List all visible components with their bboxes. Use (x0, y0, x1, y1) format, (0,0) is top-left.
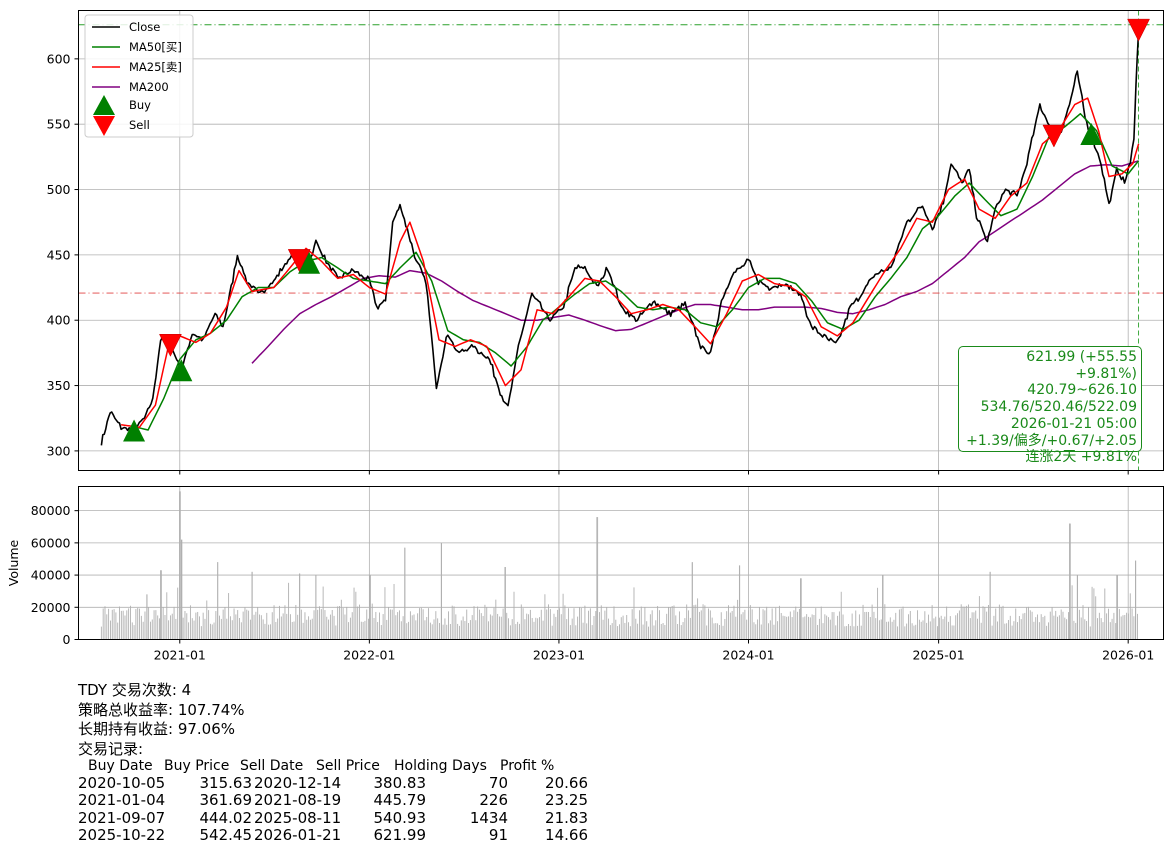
info-line-1: 621.99 (+55.55 +9.81%) (1026, 349, 1137, 382)
trade-cell: 361.69 (199, 791, 253, 810)
trade-cell: 2026-01-21 (254, 825, 342, 844)
volume-ylabel: Volume (6, 539, 21, 586)
price-volume-chart: 300 350 400 450 500 550 600 Close MA50[买] MA25… (6, 10, 1164, 663)
trade-cell: 542.45 (199, 825, 253, 844)
x-axis: 2021-01 2022-01 2023-01 2024-01 2025-01 2026-… (154, 639, 1154, 663)
trade-cell: 91 (488, 825, 508, 844)
trade-count: TDY 交易次数: 4 (78, 681, 192, 699)
y-tick-label: 60000 (31, 535, 71, 550)
y-tick-label: 0 (63, 632, 71, 647)
trade-cell: 21.83 (545, 808, 588, 827)
sell-marker (159, 334, 182, 357)
x-tick-label: 2026-01 (1102, 648, 1154, 663)
strategy-return: 策略总收益率: 107.74% (78, 700, 245, 719)
y-tick-label: 80000 (31, 503, 71, 518)
sell-marker (1127, 18, 1150, 42)
trade-cell: 23.25 (545, 791, 588, 810)
buy-marker (298, 251, 321, 274)
buy-marker (123, 419, 146, 442)
trade-cell: 14.66 (545, 825, 588, 844)
price-x-ticks (179, 470, 1129, 475)
info-line-5: +1.39/偏多/+0.67/+2.05 (966, 432, 1137, 449)
y-tick-label: 20000 (31, 600, 71, 615)
col-buy-price: Buy Price (164, 758, 230, 774)
buy-marker (1080, 123, 1103, 146)
price-info-box: 621.99 (+55.55 +9.81%) 420.79~626.10 534… (958, 346, 1142, 465)
trade-markers (123, 18, 1150, 442)
volume-y-axis: 0 20000 40000 60000 80000 (31, 503, 79, 647)
legend-close: Close (129, 20, 160, 34)
trade-cell: 2021-09-07 (78, 808, 166, 827)
trade-cell: 2021-01-04 (78, 791, 166, 810)
legend-sell: Sell (129, 118, 150, 132)
trade-cell: 2025-08-11 (254, 808, 342, 827)
col-holding-days: Holding Days (394, 758, 487, 774)
x-tick-label: 2025-01 (912, 648, 964, 663)
trade-cell: 70 (488, 774, 508, 793)
series-line-ma200 (251, 160, 1139, 364)
volume-bars (100, 491, 1138, 640)
trade-cell: 2020-10-05 (78, 774, 166, 793)
y-tick-label: 300 (47, 443, 71, 458)
legend: Close MA50[买] MA25[卖] MA200 Buy Sell (84, 14, 194, 138)
info-line-6: 连涨2天 +9.81% (1025, 449, 1137, 466)
legend-sell-marker (93, 116, 115, 136)
trade-cell: 20.66 (545, 774, 588, 793)
col-sell-date: Sell Date (240, 758, 304, 774)
price-y-axis: 300 350 400 450 500 550 600 (47, 51, 79, 458)
trade-cell: 444.02 (199, 808, 253, 827)
y-tick-label: 450 (47, 247, 71, 262)
series-line-ma25 (120, 97, 1140, 429)
legend-buy: Buy (129, 98, 151, 112)
sell-marker (1042, 124, 1066, 148)
x-tick-label: 2021-01 (154, 648, 206, 663)
trade-cell: 2020-12-14 (254, 774, 342, 793)
buy-hold-return: 长期持有收益: 97.06% (78, 720, 236, 738)
x-tick-label: 2022-01 (343, 648, 395, 663)
info-line-3: 534.76/520.46/522.09 (980, 399, 1137, 416)
legend-ma200: MA200 (129, 80, 169, 94)
legend-buy-marker (93, 95, 115, 115)
y-tick-label: 350 (47, 378, 71, 393)
info-line-2: 420.79~626.10 (1027, 382, 1137, 399)
col-buy-date: Buy Date (88, 758, 153, 774)
trade-cell: 315.63 (199, 774, 253, 793)
price-series (100, 30, 1140, 446)
series-line-close (100, 30, 1140, 446)
legend-ma50: MA50[买] (129, 40, 182, 54)
strategy-summary: TDY 交易次数: 4 策略总收益率: 107.74% 长期持有收益: 97.0… (78, 681, 245, 759)
y-tick-label: 500 (47, 182, 71, 197)
col-sell-price: Sell Price (316, 758, 380, 774)
sell-marker (287, 249, 311, 272)
buy-marker (170, 359, 193, 382)
y-tick-label: 550 (47, 117, 71, 132)
col-profit: Profit % (500, 758, 555, 774)
trade-cell: 621.99 (373, 825, 427, 844)
legend-ma25: MA25[卖] (129, 60, 182, 74)
trade-cell: 540.93 (373, 808, 427, 827)
trade-cell: 1434 (469, 808, 508, 827)
y-tick-label: 40000 (31, 568, 71, 583)
x-tick-label: 2024-01 (722, 648, 774, 663)
trade-log-title: 交易记录: (78, 739, 144, 758)
trade-cell: 380.83 (373, 774, 427, 793)
trade-cell: 2025-10-22 (78, 825, 166, 844)
info-line-4: 2026-01-21 05:00 (1010, 415, 1137, 432)
x-tick-label: 2023-01 (533, 648, 585, 663)
trade-cell: 445.79 (373, 791, 427, 810)
trade-cell: 226 (479, 791, 508, 810)
y-tick-label: 600 (47, 51, 71, 66)
y-tick-label: 400 (47, 313, 71, 328)
trade-cell: 2021-08-19 (254, 791, 342, 810)
